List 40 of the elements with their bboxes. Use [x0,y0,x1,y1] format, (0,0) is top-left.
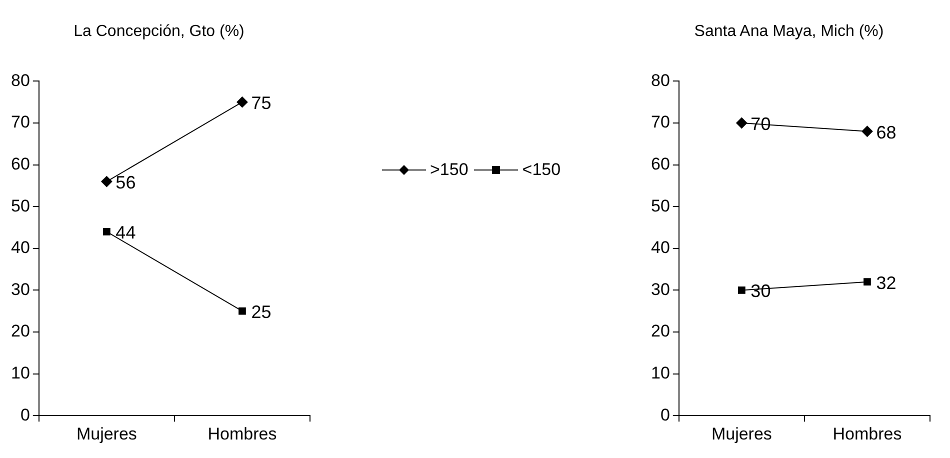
y-tick-label: 60 [650,154,670,174]
y-tick-label: 0 [660,405,670,424]
y-tick-label: 50 [10,196,30,216]
y-tick-label: 20 [650,322,670,341]
y-tick-label: 40 [650,238,670,258]
y-tick-label: 80 [650,70,670,90]
point [238,307,246,315]
point [864,278,871,286]
y-tick-label: 30 [650,280,670,299]
chart-title: La Concepción, Gto (%) [74,23,244,40]
data-label: 56 [116,172,136,192]
point [862,126,873,137]
y-tick-label: 30 [10,280,30,299]
data-label: 44 [116,222,136,243]
x-tick-label: Mujeres [711,424,772,444]
point [101,176,112,188]
y-tick-label: 10 [10,363,30,382]
y-tick-label: 70 [650,112,670,132]
data-label: 32 [876,272,896,293]
chart-title: Santa Ana Maya, Mich (%) [694,23,884,40]
data-label: 25 [251,302,272,322]
legend-label: >150 [430,160,468,180]
point [103,228,110,236]
x-tick-label: Mujeres [76,424,137,444]
point [736,118,748,128]
y-tick-label: 50 [650,196,670,216]
x-tick-label: Hombres [208,424,277,444]
y-tick-label: 0 [20,405,30,424]
y-tick-label: 80 [10,70,30,90]
data-label: 75 [251,93,272,114]
data-label: 68 [876,122,896,142]
y-tick-label: 20 [10,322,30,341]
x-tick-label: Hombres [832,424,902,444]
point [236,96,248,108]
y-tick-label: 60 [10,154,30,174]
point [738,286,746,294]
y-tick-label: 70 [10,112,30,132]
y-tick-label: 10 [650,363,670,382]
legend-label: <150 [522,160,561,180]
y-tick-label: 40 [10,238,30,258]
